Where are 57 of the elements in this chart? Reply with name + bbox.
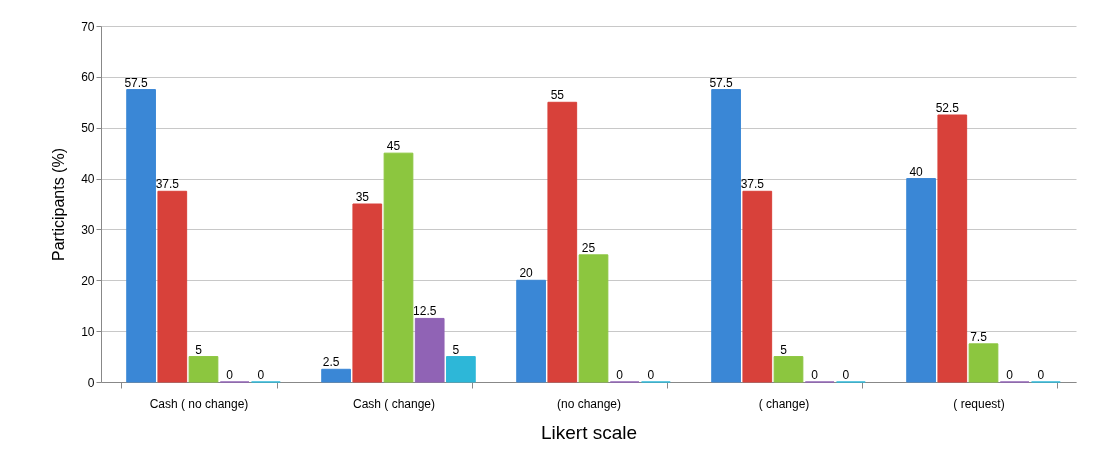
bar [188,356,219,383]
data-label: 35 [355,190,370,204]
y-tick-label: 30 [81,222,95,237]
bar [383,152,414,383]
y-axis-title: Participants (%) [50,148,68,261]
x-axis-title: Likert scale [540,421,638,443]
bar [352,203,383,383]
x-tick-label: ( request) [953,396,1005,411]
data-label: 5 [195,342,203,357]
bar [937,114,968,383]
x-tick-label: (no change) [556,396,622,411]
x-tick-label: Cash ( no change) [149,396,249,411]
data-label: 0 [616,368,624,382]
bar [157,190,188,383]
data-label: 0 [647,368,655,382]
data-label: 5 [780,342,788,357]
bar [414,317,445,383]
y-tick-label: 0 [87,375,95,390]
data-label: 57.5 [124,75,149,90]
bar [968,343,999,383]
data-label: 20 [519,266,534,281]
bar [547,101,578,383]
data-label: 0 [257,368,265,382]
y-tick-label: 10 [81,324,95,339]
bar [578,254,609,383]
x-tick-label: ( change) [758,396,810,411]
data-label: 5 [452,342,460,357]
data-label: 37.5 [155,177,180,192]
data-label: 57.5 [709,75,734,90]
y-tick-label: 50 [81,121,95,136]
y-tick-label: 60 [81,70,95,85]
data-label: 12.5 [413,304,437,319]
bar [126,89,156,383]
data-label: 0 [811,368,819,382]
bar [906,178,936,383]
y-tick-label: 40 [81,172,95,187]
data-label: 52.5 [935,101,960,115]
data-label: 7.5 [970,329,988,344]
bar [321,368,351,383]
bar [711,89,741,383]
data-label: 25 [581,240,596,255]
data-label: 55 [550,88,565,103]
y-tick-label: 70 [81,19,95,34]
data-label: 0 [226,368,234,382]
bar [446,356,476,383]
data-label: 0 [842,368,850,382]
y-tick-label: 20 [81,273,95,288]
data-label: 0 [1037,368,1045,382]
data-label: 0 [1006,368,1014,382]
data-label: 40 [909,164,924,179]
data-label: 2.5 [322,355,340,370]
x-tick-label: Cash ( change) [352,396,436,411]
data-label: 45 [386,139,401,154]
data-label: 37.5 [740,177,765,192]
bar [516,279,546,383]
bar [742,190,773,383]
bar [773,356,804,383]
